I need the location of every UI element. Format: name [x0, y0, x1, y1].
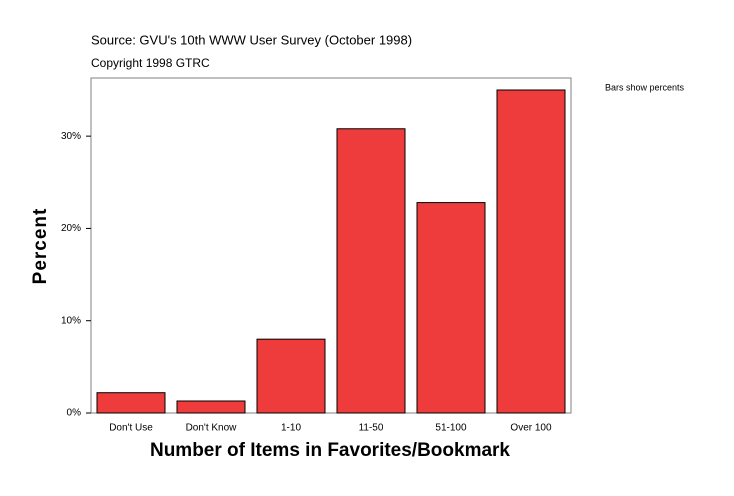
- plot-frame: [90, 77, 572, 414]
- x-tick-label: 1-10: [281, 423, 301, 434]
- x-tick-label: 11-50: [359, 423, 384, 434]
- bar: [256, 338, 326, 414]
- y-tick-label: 30%: [61, 131, 81, 142]
- subtitle: Source: GVU's 10th WWW User Survey (Octo…: [91, 32, 412, 47]
- copyright: Copyright 1998 GTRC: [91, 56, 210, 70]
- bar: [416, 202, 486, 414]
- x-tick-label: 51-100: [435, 423, 467, 434]
- y-tick-label: 0%: [67, 408, 82, 419]
- x-tick-label: Don't Know: [186, 423, 238, 434]
- y-axis-label: Percent: [30, 208, 51, 285]
- y-tick-label: 20%: [61, 223, 81, 234]
- annotation: Bars show percents: [605, 82, 685, 92]
- x-tick-label: Over 100: [510, 423, 552, 434]
- bar: [496, 89, 566, 414]
- bar: [336, 128, 406, 414]
- x-tick-label: Don't Use: [109, 423, 153, 434]
- bar: [176, 400, 246, 414]
- bar: [96, 392, 166, 414]
- x-axis-label: Number of Items in Favorites/Bookmark: [150, 440, 510, 461]
- y-tick-label: 10%: [61, 315, 81, 326]
